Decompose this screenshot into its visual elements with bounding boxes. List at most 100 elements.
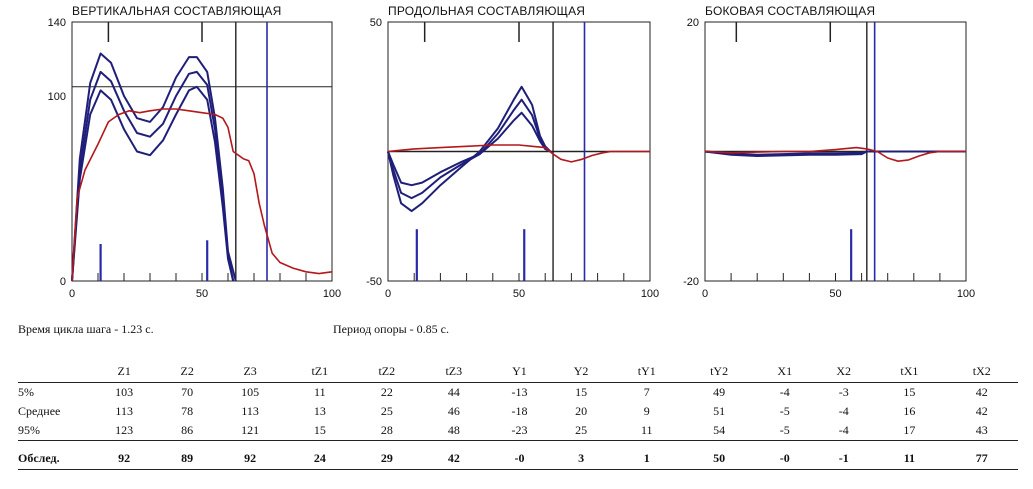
table-cell: 11 (873, 440, 946, 470)
table-cell: 49 (713, 385, 726, 399)
x-tick-label: 0 (69, 288, 75, 300)
table-cell: 86 (181, 423, 194, 437)
table-cell: 25 (380, 404, 393, 418)
table-cell: -1 (814, 440, 874, 470)
chart-title: ВЕРТИКАЛЬНАЯ СОСТАВЛЯЮЩАЯ (72, 4, 282, 18)
table-cell: 16 (903, 404, 916, 418)
charts-area: ВЕРТИКАЛЬНАЯ СОСТАВЛЯЮЩАЯ 0 50 100 0 100 140 ПР… (48, 4, 976, 300)
table-cell: 92 (213, 440, 287, 470)
table-cell: 1 (610, 440, 683, 470)
cycle-time-text: Время цикла шага - 1.23 с. (18, 322, 154, 336)
x-tick-label: 50 (829, 288, 841, 300)
table-cell: 9 (643, 404, 650, 418)
plot-frame (71, 21, 333, 282)
y-tick-label: 0 (60, 276, 66, 288)
table-cell: 121 (241, 423, 260, 437)
table-cell: -0 (487, 440, 552, 470)
support-period-text: Период опоры - 0.85 с. (333, 322, 449, 336)
table-header-tY2: tY2 (682, 360, 756, 383)
table-header-Y2: Y2 (551, 360, 611, 383)
table-cell: -13 (511, 385, 528, 399)
table-cell: 78 (181, 404, 194, 418)
x-tick-label: 100 (323, 288, 341, 300)
table-cell: -3 (838, 385, 849, 399)
table-cell: 25 (575, 423, 588, 437)
table-header-row: Z1 Z2 Z3 tZ1 tZ2 tZ3 Y1 Y2 tY1 tY2 X1 X2 tX1 tX2 (18, 360, 1018, 383)
y-tick-label: -20 (683, 276, 699, 288)
table-cell: -4 (779, 385, 790, 399)
table-header-corner (18, 360, 88, 383)
x-tick-label: 0 (385, 288, 391, 300)
table-header-tX1: tX1 (873, 360, 946, 383)
table-cell: 42 (420, 440, 488, 470)
x-tick-label: 50 (513, 288, 525, 300)
table-cell: 3 (551, 440, 611, 470)
series-subject (387, 144, 650, 163)
table-cell: 15 (575, 385, 588, 399)
y-tick-label: 100 (48, 91, 66, 103)
series-norm-95 (387, 85, 552, 213)
table-header-tZ1: tZ1 (286, 360, 354, 383)
gait-parameters-table: Z1 Z2 Z3 tZ1 tZ2 tZ3 Y1 Y2 tY1 tY2 X1 X2 tX1 tX2 5% 10… (18, 360, 1018, 470)
table-cell: 103 (115, 385, 134, 399)
table-cell: 70 (181, 385, 194, 399)
table-cell: 15 (313, 423, 326, 437)
table-header-X2: X2 (814, 360, 874, 383)
table-cell: 89 (160, 440, 214, 470)
y-tick-label: -50 (366, 276, 382, 288)
table-cell: 48 (447, 423, 460, 437)
series-norm-mean (387, 98, 551, 200)
chart-title: БОКОВАЯ СОСТАВЛЯЮЩАЯ (705, 4, 875, 18)
x-tick-label: 100 (641, 288, 659, 300)
y-tick-label: 50 (370, 17, 382, 29)
table-header-Z2: Z2 (160, 360, 214, 383)
chart-lateral: БОКОВАЯ СОСТАВЛЯЮЩАЯ 0 50 100 -20 20 (683, 4, 975, 300)
table-cell: 11 (640, 423, 653, 437)
chart-vertical: ВЕРТИКАЛЬНАЯ СОСТАВЛЯЮЩАЯ 0 50 100 0 100 140 (48, 4, 342, 300)
table-cell: 44 (447, 385, 460, 399)
table-cell: 46 (447, 404, 460, 418)
table-cell: 113 (241, 404, 259, 418)
table-cell: 28 (380, 423, 393, 437)
table-cell: 17 (903, 423, 916, 437)
x-tick-label: 0 (702, 288, 708, 300)
x-tick-label: 50 (196, 288, 208, 300)
chart-title: ПРОДОЛЬНАЯ СОСТАВЛЯЮЩАЯ (388, 4, 585, 18)
table-header-tY1: tY1 (610, 360, 683, 383)
series-norm-95 (71, 52, 237, 282)
table-row: Среднее 113 78 113 13 25 46 -18 20 9 51 -5 -4 16 42 (18, 402, 1018, 421)
table-cell: 113 (115, 404, 133, 418)
table-cell: 11 (314, 385, 326, 399)
table-cell: -23 (511, 423, 528, 437)
table-cell: 20 (575, 404, 588, 418)
table-header-X1: X1 (755, 360, 815, 383)
table-cell: -4 (838, 423, 849, 437)
table-header-Z3: Z3 (213, 360, 287, 383)
table-header-tZ3: tZ3 (420, 360, 488, 383)
table-cell: 123 (115, 423, 134, 437)
table-row: Обслед. 92 89 92 24 29 42 -0 3 1 50 -0 -1 11 77 (18, 440, 1018, 470)
chart-longitudinal: ПРОДОЛЬНАЯ СОСТАВЛЯЮЩАЯ 0 50 100 -50 50 (366, 4, 659, 300)
table-cell: 92 (88, 440, 161, 470)
table-cell: 54 (713, 423, 726, 437)
table-cell: 24 (286, 440, 354, 470)
table-cell: 50 (682, 440, 756, 470)
series-subject (71, 108, 333, 282)
table-cell: 29 (353, 440, 421, 470)
y-tick-label: 140 (48, 17, 66, 29)
table-cell: 15 (903, 385, 916, 399)
table-cell: 43 (975, 423, 988, 437)
row-label: 5% (18, 385, 34, 399)
row-label: Среднее (18, 404, 61, 418)
table-row: 95% 123 86 121 15 28 48 -23 25 11 54 -5 -4 17 43 (18, 421, 1018, 441)
series-subject (704, 146, 966, 162)
row-label: 95% (18, 423, 40, 437)
y-tick-label: 20 (687, 17, 699, 29)
series-norm-95 (704, 150, 966, 157)
table-cell: -0 (755, 440, 815, 470)
table-cell: 42 (975, 404, 988, 418)
table-cell: 105 (241, 385, 260, 399)
table-cell: -18 (511, 404, 528, 418)
table-row: 5% 103 70 105 11 22 44 -13 15 7 49 -4 -3 15 42 (18, 383, 1018, 403)
table-cell: 13 (313, 404, 326, 418)
